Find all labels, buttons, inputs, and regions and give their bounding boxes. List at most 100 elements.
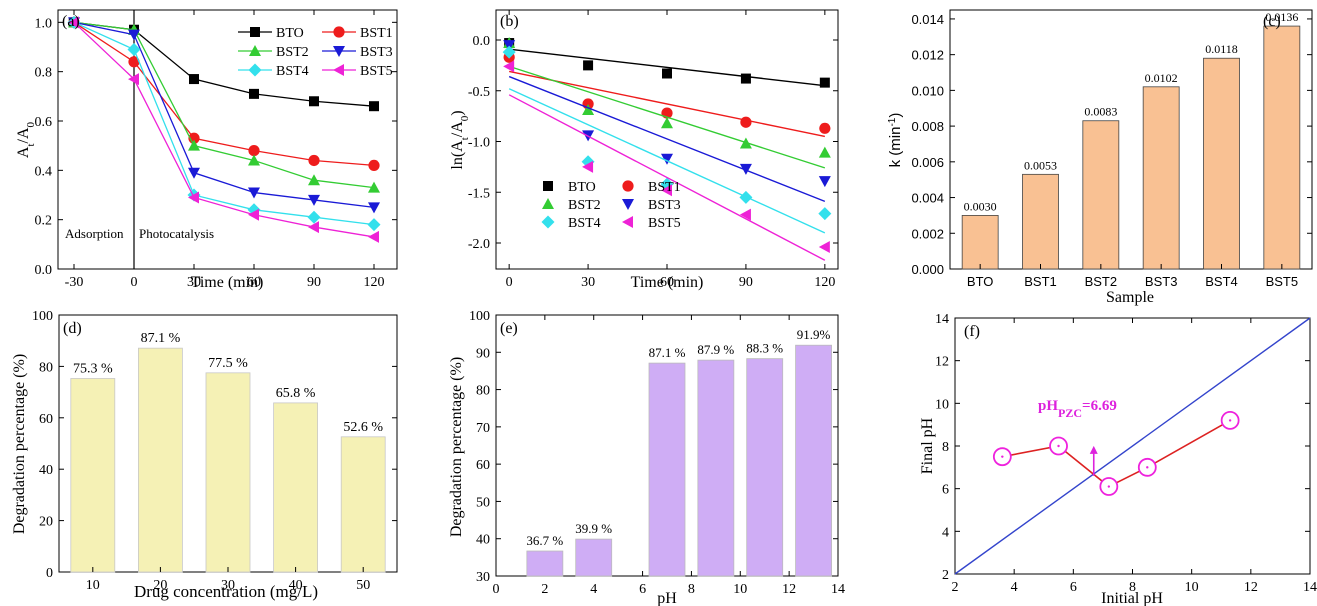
bar — [1082, 120, 1120, 270]
data-point — [188, 191, 199, 204]
legend-marker — [248, 63, 262, 77]
legend-label: BST5 — [360, 64, 393, 79]
y-tick-label: -1.0 — [468, 136, 490, 151]
y-tick-label: 0.002 — [911, 226, 944, 241]
fit-line-bst5 — [508, 94, 826, 261]
x-tick-label: 90 — [739, 275, 753, 290]
data-label: 0.0030 — [964, 199, 997, 213]
y-tick-label: 0.010 — [911, 83, 944, 98]
x-axis-label: pH — [657, 590, 677, 606]
panel-f: 2 4 6 8 10 12 14 2 4 6 8 10 12 14 pHPZC=6.69 Final pH In… — [919, 312, 1317, 606]
data-point — [582, 160, 594, 173]
y-tick-label: 2 — [942, 568, 949, 583]
x-tick-label: 30 — [187, 275, 201, 290]
series-line-bst4 — [73, 21, 375, 226]
fit-line-bst1 — [509, 70, 825, 138]
bar — [648, 362, 686, 577]
y-tick-label: 0.014 — [911, 12, 944, 27]
data-point — [189, 74, 199, 85]
data-point — [368, 181, 380, 193]
data-label: 52.6 % — [343, 420, 383, 435]
data-point — [308, 174, 320, 186]
y-tick-label: 90 — [476, 346, 490, 361]
y-tick-label: 0.0 — [473, 34, 491, 49]
data-label: 0.0053 — [1024, 158, 1057, 172]
data-point — [248, 154, 260, 166]
y-tick-label: 40 — [476, 533, 490, 548]
annotation-photocatalysis: Photocatalysis — [139, 226, 214, 241]
data-point — [818, 176, 831, 188]
panel-label: (e) — [500, 320, 518, 337]
data-label: 87.1 % — [141, 331, 181, 346]
data-label: 36.7 % — [526, 533, 563, 548]
legend-marker — [333, 46, 345, 57]
y-tick-label: 100 — [469, 309, 490, 324]
data-point — [367, 218, 381, 232]
data-point — [248, 208, 259, 221]
plot-frame — [57, 9, 398, 270]
fit-line-bst4 — [508, 88, 826, 234]
data-point — [308, 154, 320, 167]
y-tick-label: 0.4 — [35, 164, 53, 179]
y-tick-label: 14 — [935, 312, 949, 327]
x-tick-label: 14 — [831, 582, 845, 597]
data-point — [128, 29, 140, 41]
x-tick-label: 40 — [289, 578, 303, 593]
panel-label: (b) — [500, 13, 519, 30]
y-tick-label: 0.006 — [911, 155, 944, 170]
y-tick-label: 40 — [39, 463, 53, 478]
y-axis-label: Degradation percentage (%) — [11, 354, 28, 534]
legend-label: BST5 — [648, 216, 681, 231]
x-tick-label: 10 — [733, 582, 747, 597]
data-label: 77.5 % — [208, 356, 248, 371]
x-tick-label: 0 — [131, 275, 138, 290]
legend-marker — [333, 26, 345, 38]
y-tick-label: 6 — [942, 483, 949, 498]
data-point — [740, 116, 752, 128]
y-tick-label: 50 — [476, 495, 490, 510]
legend-marker — [541, 215, 555, 229]
y-tick-label: 0.6 — [35, 115, 53, 130]
data-point — [739, 163, 752, 175]
data-point — [127, 42, 141, 56]
legend-label: BST1 — [360, 26, 393, 41]
data-point — [740, 73, 751, 84]
y-tick-label: 30 — [476, 570, 490, 585]
legend-label: BST1 — [648, 180, 681, 195]
y-tick-label: 0.012 — [911, 48, 944, 63]
x-tick-label: 6 — [639, 582, 646, 597]
data-point-center — [1146, 466, 1149, 469]
data-label: 39.9 % — [575, 521, 612, 536]
x-tick-label: BST5 — [1266, 274, 1299, 289]
panel-label: (c) — [1263, 13, 1281, 30]
data-label: 0.0136 — [1265, 10, 1298, 24]
y-tick-label: 4 — [942, 525, 949, 540]
data-point — [819, 77, 830, 88]
data-point — [662, 68, 672, 79]
x-tick-label: 6 — [1070, 580, 1077, 595]
y-tick-label: 8 — [942, 440, 949, 455]
y-tick-label: 12 — [935, 355, 949, 370]
legend-marker — [249, 45, 261, 56]
data-point — [503, 60, 515, 73]
bar — [1203, 57, 1240, 270]
x-tick-label: BST2 — [1085, 274, 1118, 289]
data-label: 0.0118 — [1205, 42, 1238, 56]
y-tick-label: 10 — [935, 397, 949, 412]
y-axis-label: Final pH — [919, 417, 936, 474]
x-tick-label: 8 — [688, 582, 695, 597]
x-tick-label: -30 — [65, 275, 84, 290]
x-tick-label: 2 — [541, 582, 548, 597]
data-point — [307, 210, 321, 224]
y-tick-label: 80 — [476, 384, 490, 399]
data-line — [1002, 419, 1231, 488]
data-point — [739, 208, 751, 221]
legend-marker — [543, 181, 553, 191]
y-axis-label: Degradation percentage (%) — [448, 357, 465, 537]
bar — [526, 550, 564, 577]
legend-label: BTO — [568, 180, 596, 195]
x-tick-label: 60 — [247, 275, 261, 290]
panel-label: (f) — [964, 323, 980, 340]
legend-label: BST2 — [568, 198, 601, 213]
